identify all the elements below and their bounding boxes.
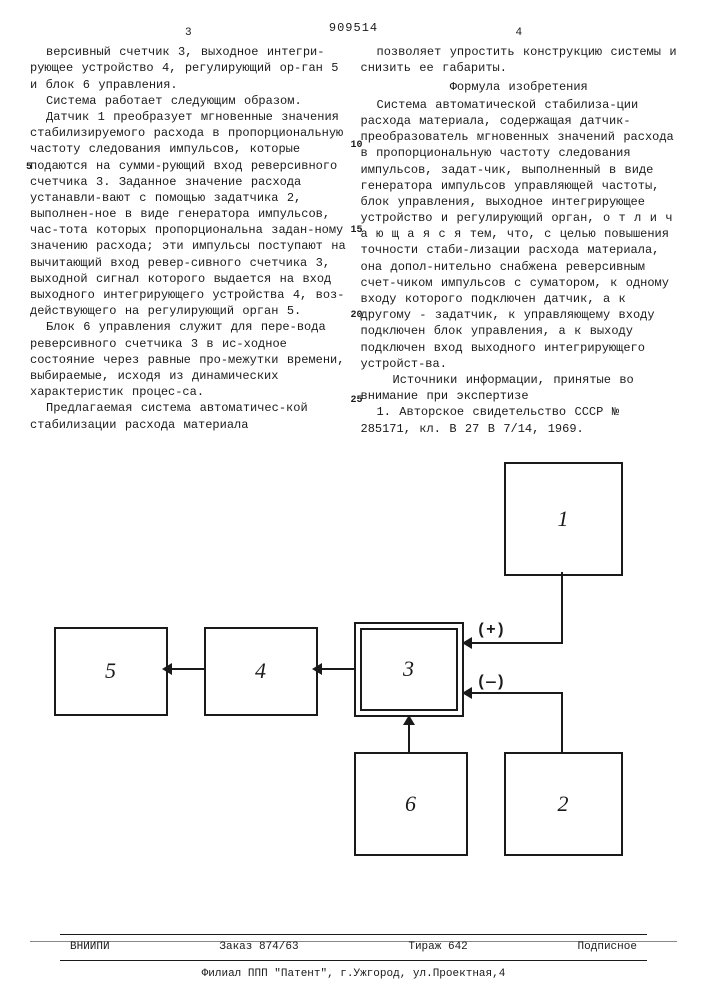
right-p2: Система автоматической стабилиза-ции рас…	[361, 97, 678, 372]
sign-minus: (—)	[477, 672, 506, 694]
formula-title: Формула изобретения	[361, 79, 678, 95]
box-5: 5	[54, 627, 168, 716]
column-right: 4 10 15 20 25 позволяет упростить констр…	[361, 44, 678, 437]
box-1: 1	[504, 462, 623, 576]
left-p3: Датчик 1 преобразует мгновенные значения…	[30, 109, 347, 319]
footer-vniipi: ВНИИПИ	[70, 940, 110, 955]
line-num-10: 10	[351, 139, 363, 153]
footer-bottom: Филиал ППП "Патент", г.Ужгород, ул.Проек…	[60, 964, 647, 982]
conn-2-vert	[561, 692, 563, 752]
doc-number: 909514	[30, 20, 677, 36]
column-left: 3 5 версивный счетчик 3, выходное интегр…	[30, 44, 347, 437]
box-3: 3	[354, 622, 464, 717]
block-diagram: 1 2 3 4 5 6 (+) (—)	[34, 462, 674, 882]
footer-rule-1	[60, 934, 647, 935]
left-p1: версивный счетчик 3, выходное интегри-ру…	[30, 44, 347, 93]
arrow-4-to-5	[164, 668, 204, 670]
footer-row: ВНИИПИ Заказ 874/63 Тираж 642 Подписное	[60, 938, 647, 957]
line-num-20: 20	[351, 309, 363, 323]
box-4-label: 4	[255, 656, 266, 686]
line-num-25: 25	[351, 394, 363, 408]
col-label-right: 4	[515, 26, 522, 41]
line-num-15: 15	[351, 224, 363, 238]
footer-rule-2	[60, 960, 647, 961]
source-1: 1. Авторское свидетельство СССР № 285171…	[361, 404, 678, 436]
box-4: 4	[204, 627, 318, 716]
arrow-6-to-3	[408, 717, 410, 752]
footer-order: Заказ 874/63	[219, 940, 298, 955]
left-p2: Система работает следующим образом.	[30, 93, 347, 109]
line-num-5: 5	[26, 161, 32, 175]
box-1-label: 1	[558, 504, 569, 534]
col-label-left: 3	[185, 26, 192, 41]
sign-plus: (+)	[477, 620, 506, 642]
left-p4: Блок 6 управления служит для пере-вода р…	[30, 319, 347, 400]
footer-tirazh: Тираж 642	[408, 940, 467, 955]
right-p1: позволяет упростить конструкцию системы …	[361, 44, 678, 76]
conn-1-vert	[561, 572, 563, 644]
box-3-label: 3	[403, 654, 414, 684]
page-root: 909514 3 5 версивный счетчик 3, выходное…	[0, 0, 707, 892]
box-5-label: 5	[105, 656, 116, 686]
sources-title: Источники информации, принятые во вниман…	[361, 372, 678, 404]
arrow-3-to-4	[314, 668, 354, 670]
box-2-label: 2	[558, 789, 569, 819]
box-2: 2	[504, 752, 623, 856]
arrow-1-to-3	[464, 642, 563, 644]
footer: ВНИИПИ Заказ 874/63 Тираж 642 Подписное …	[60, 931, 647, 982]
box-6: 6	[354, 752, 468, 856]
box-6-label: 6	[405, 789, 416, 819]
left-p5: Предлагаемая система автоматичес-кой ста…	[30, 400, 347, 432]
text-columns: 3 5 версивный счетчик 3, выходное интегр…	[30, 44, 677, 437]
footer-sub: Подписное	[578, 940, 637, 955]
